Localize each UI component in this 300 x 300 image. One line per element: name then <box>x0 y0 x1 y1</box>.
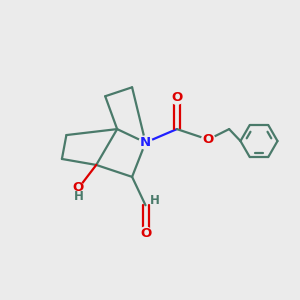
Text: O: O <box>73 181 84 194</box>
Text: H: H <box>74 190 83 203</box>
Circle shape <box>68 182 85 199</box>
Text: O: O <box>202 133 214 146</box>
Circle shape <box>139 227 152 240</box>
Text: O: O <box>140 227 151 240</box>
Circle shape <box>202 133 215 146</box>
Circle shape <box>139 136 152 149</box>
Circle shape <box>170 91 183 104</box>
Text: O: O <box>171 91 182 104</box>
Text: H: H <box>150 194 160 207</box>
Text: N: N <box>140 136 151 149</box>
